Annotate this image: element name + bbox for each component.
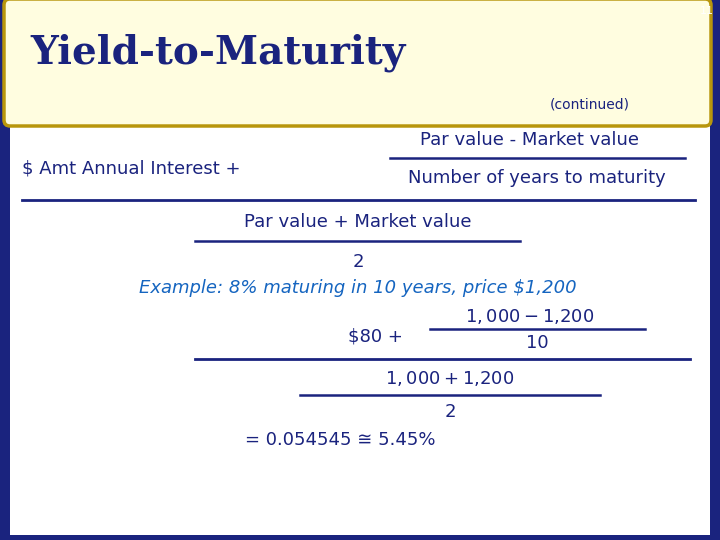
Text: Example: 8% maturing in 10 years, price $1,200: Example: 8% maturing in 10 years, price … (139, 279, 577, 297)
Text: Par value + Market value: Par value + Market value (244, 213, 472, 231)
Text: Par value - Market value: Par value - Market value (420, 131, 639, 149)
Text: 2: 2 (352, 253, 364, 271)
Bar (10, 120, 710, 535)
Text: = 0.054545 ≅ 5.45%: = 0.054545 ≅ 5.45% (245, 431, 436, 449)
Text: 10: 10 (526, 334, 549, 352)
Text: $80 +: $80 + (348, 327, 402, 345)
Text: (continued): (continued) (550, 98, 630, 112)
Text: 2: 2 (444, 403, 456, 421)
Text: $1,000 - $1,200: $1,000 - $1,200 (465, 307, 595, 326)
Text: $ Amt Annual Interest +: $ Amt Annual Interest + (22, 159, 240, 177)
Text: $1,000 + $1,200: $1,000 + $1,200 (385, 368, 515, 388)
FancyBboxPatch shape (4, 0, 711, 126)
Text: Yield-to-Maturity: Yield-to-Maturity (30, 33, 405, 72)
Text: Number of years to maturity: Number of years to maturity (408, 169, 666, 187)
Text: 11: 11 (700, 6, 714, 16)
